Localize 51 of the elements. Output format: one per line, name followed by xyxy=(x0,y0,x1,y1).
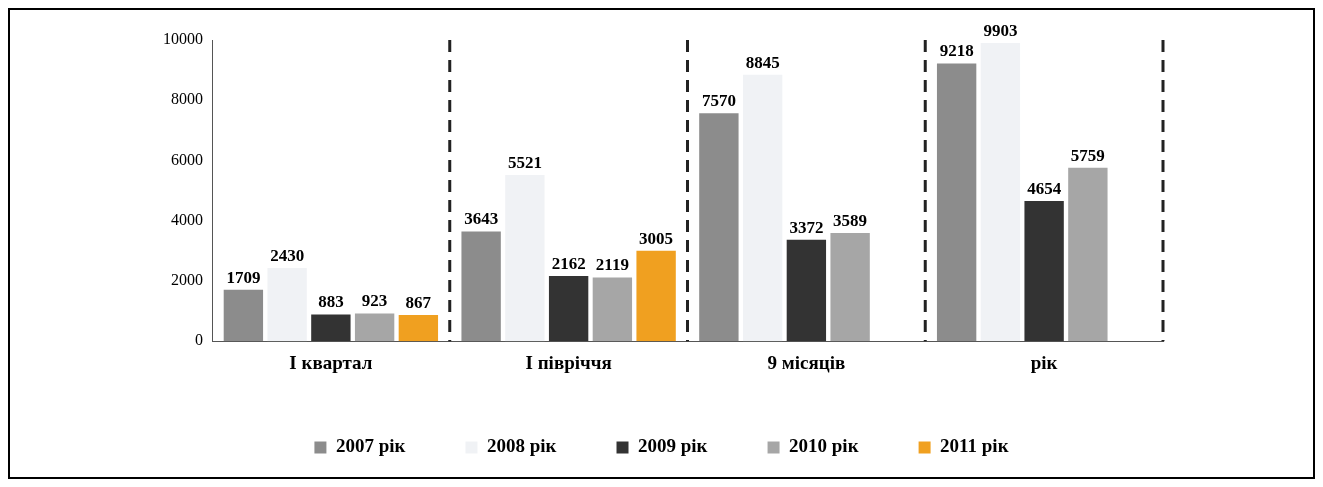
y-tick-label: 6000 xyxy=(171,150,203,168)
bar xyxy=(505,174,545,342)
data-label: 2162 xyxy=(551,253,586,273)
data-label: 5759 xyxy=(1070,145,1105,165)
x-tick-label: рік xyxy=(1030,351,1058,373)
y-tick-label: 0 xyxy=(195,331,203,349)
data-label: 4654 xyxy=(1027,178,1062,198)
data-label: 5521 xyxy=(507,152,542,172)
data-label: 3643 xyxy=(464,209,499,229)
legend-label: 2007 рік xyxy=(335,435,406,457)
data-label: 3372 xyxy=(789,217,824,237)
data-label: 2430 xyxy=(270,245,305,265)
x-tick-label: I півріччя xyxy=(525,351,612,373)
bar xyxy=(786,239,827,342)
y-tick-label: 2000 xyxy=(171,271,203,289)
bar xyxy=(980,42,1021,342)
bar xyxy=(742,74,783,342)
data-label: 9903 xyxy=(983,20,1018,40)
bar xyxy=(1068,167,1108,342)
bar xyxy=(354,313,395,342)
bar xyxy=(223,289,264,342)
bar xyxy=(461,231,501,342)
bar xyxy=(592,277,633,342)
y-tick-label: 8000 xyxy=(171,90,203,108)
data-label: 1709 xyxy=(226,267,261,287)
bar xyxy=(1024,201,1064,342)
bar xyxy=(548,276,589,342)
data-label: 883 xyxy=(318,292,344,312)
legend-label: 2008 рік xyxy=(486,435,557,457)
bar xyxy=(830,233,870,342)
bar xyxy=(936,63,977,342)
bar xyxy=(267,268,307,342)
bar xyxy=(311,314,351,342)
y-tick-label: 4000 xyxy=(171,210,203,228)
bar xyxy=(699,113,739,342)
x-tick-label: 9 місяців xyxy=(767,351,846,373)
legend-label: 2009 рік xyxy=(638,435,708,457)
legend-label: 2011 рік xyxy=(940,435,1009,457)
legend-label: 2010 рік xyxy=(789,435,859,457)
data-label: 3005 xyxy=(639,228,674,248)
data-label: 7570 xyxy=(701,91,736,111)
y-tick-label: 10000 xyxy=(163,30,203,48)
data-label: 867 xyxy=(405,292,432,312)
data-label: 923 xyxy=(361,291,388,311)
data-label: 9218 xyxy=(939,41,974,61)
bar xyxy=(398,315,439,342)
data-label: 2119 xyxy=(595,255,629,275)
data-label: 3589 xyxy=(833,210,868,230)
data-label: 8845 xyxy=(745,52,780,72)
bar xyxy=(636,250,676,342)
x-tick-label: I квартал xyxy=(289,351,373,373)
